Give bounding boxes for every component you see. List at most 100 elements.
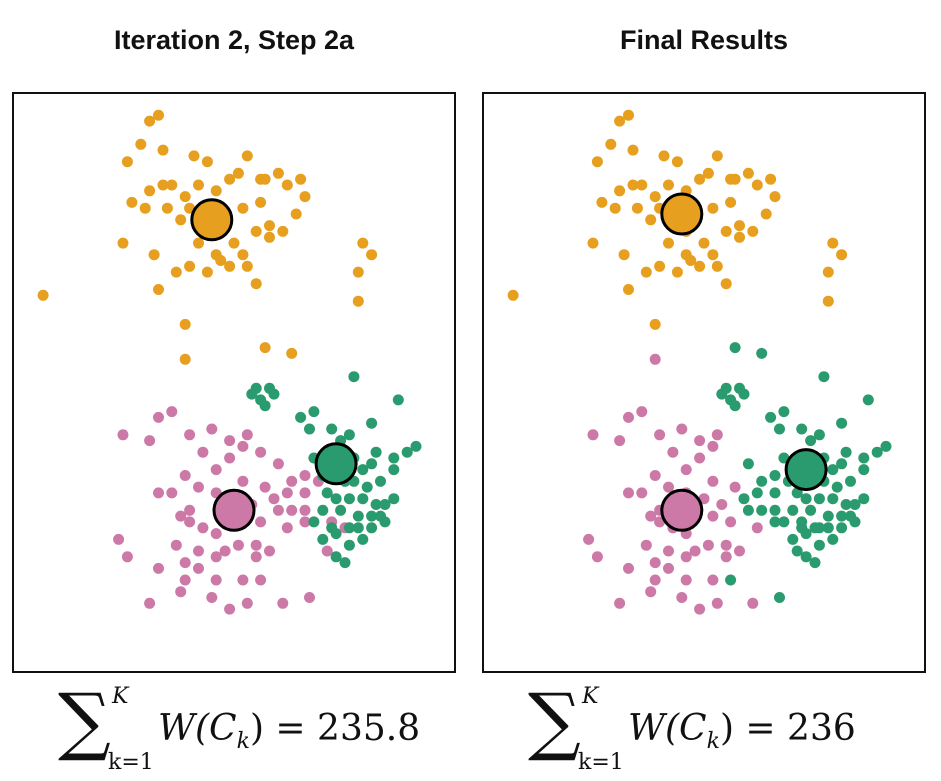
orange-cluster-point [822, 295, 834, 307]
green-cluster-point [813, 429, 825, 441]
green-cluster-point [840, 446, 852, 458]
pink-cluster-point [153, 411, 164, 423]
green-cluster-point [840, 499, 852, 510]
green-cluster-point [765, 411, 777, 423]
orange-cluster-point [671, 266, 683, 278]
green-cluster-point [250, 382, 262, 394]
pink-cluster-point [702, 539, 714, 551]
orange-cluster-point [170, 266, 182, 278]
orange-cluster-point [281, 179, 293, 191]
pink-cluster-point [583, 533, 595, 545]
orange-cluster-point [734, 231, 745, 243]
pink-cluster-point [197, 446, 209, 458]
orange-cluster-point [649, 318, 661, 330]
pink-cluster-point [711, 429, 723, 441]
green-cluster-point [805, 504, 817, 516]
green-cluster-point [729, 342, 741, 354]
orange-cluster-point [250, 225, 262, 237]
pink-cluster-point [654, 429, 666, 441]
pink-cluster-point [689, 545, 701, 557]
pink-cluster-point [707, 475, 719, 487]
orange-cluster-point [237, 202, 249, 214]
orange-cluster-point [250, 278, 262, 290]
green-cluster-point [849, 516, 861, 528]
orange-cluster-point [623, 284, 634, 295]
green-cluster-point [880, 440, 892, 452]
green-cluster-point [352, 522, 364, 534]
pink-cluster-point [707, 510, 719, 522]
orange-cluster-point [179, 318, 191, 330]
orange-cluster-point [658, 150, 670, 162]
pink-cluster-point [193, 545, 204, 557]
green-cluster-point [308, 516, 320, 528]
pink-cluster-point [649, 574, 661, 586]
orange-cluster-point [591, 156, 603, 168]
green-cluster-point [751, 487, 763, 499]
pink-cluster-point [210, 551, 222, 563]
orange-cluster-point [352, 295, 364, 307]
wcss-formula-left: ∑ K k=1 W(Ck) = 235.8 [58, 680, 458, 780]
pink-centroid [660, 488, 704, 532]
orange-centroid [190, 198, 234, 242]
pink-cluster-point [649, 557, 661, 569]
green-cluster-point [769, 487, 781, 499]
pink-cluster-point [255, 516, 267, 528]
orange-cluster-point [649, 191, 661, 203]
green-cluster-point [836, 522, 848, 534]
pink-cluster-point [224, 452, 236, 464]
green-cluster-point [871, 446, 883, 458]
green-cluster-point [348, 371, 360, 383]
orange-cluster-point [747, 225, 759, 237]
green-cluster-point [321, 487, 333, 499]
pink-cluster-point [694, 435, 706, 447]
orange-cluster-point [215, 255, 227, 266]
orange-cluster-point [157, 144, 169, 156]
pink-cluster-point [680, 574, 692, 586]
orange-cluster-point [640, 266, 652, 278]
green-cluster-point [822, 522, 834, 534]
orange-cluster-point [836, 249, 848, 261]
green-cluster-point [827, 464, 839, 476]
green-cluster-point [339, 557, 351, 569]
green-cluster-point [822, 510, 834, 522]
green-cluster-point [343, 429, 355, 441]
green-cluster-point [805, 435, 817, 447]
orange-cluster-point [654, 260, 666, 272]
orange-cluster-point [614, 185, 626, 197]
pink-cluster-point [281, 522, 293, 534]
orange-cluster-point [139, 202, 151, 214]
wcss-value-right: 236 [787, 708, 856, 749]
pink-cluster-point [206, 423, 218, 435]
orange-cluster-point [166, 179, 178, 191]
orange-cluster-point [201, 266, 213, 278]
pink-cluster-point [299, 487, 311, 499]
summation-sign: ∑ [58, 678, 111, 764]
pink-cluster-point [299, 516, 311, 528]
green-cluster-point [357, 533, 369, 545]
orange-cluster-point [184, 260, 196, 272]
pink-cluster-point [193, 481, 204, 493]
green-cluster-point [827, 493, 839, 505]
orange-cluster-point [228, 237, 240, 249]
green-cluster-point [295, 411, 307, 423]
pink-cluster-point [640, 539, 652, 551]
pink-cluster-point [255, 446, 267, 458]
pink-centroid [212, 488, 256, 532]
pink-cluster-point [241, 597, 253, 609]
orange-cluster-point [193, 179, 204, 191]
pink-cluster-point [184, 429, 196, 441]
orange-cluster-point [623, 109, 634, 121]
green-cluster-point [729, 400, 741, 412]
green-cluster-point [388, 464, 400, 476]
orange-cluster-point [605, 138, 617, 150]
orange-cluster-point [144, 115, 156, 127]
pink-cluster-point [663, 481, 674, 493]
pink-cluster-point [224, 603, 236, 615]
orange-cluster-point [144, 185, 156, 197]
formula-term-close: ) = [249, 708, 318, 749]
orange-cluster-point [299, 191, 311, 203]
pink-cluster-point [734, 545, 745, 557]
green-cluster-point [800, 528, 812, 540]
green-cluster-point [259, 400, 271, 412]
pink-cluster-point [175, 586, 187, 598]
